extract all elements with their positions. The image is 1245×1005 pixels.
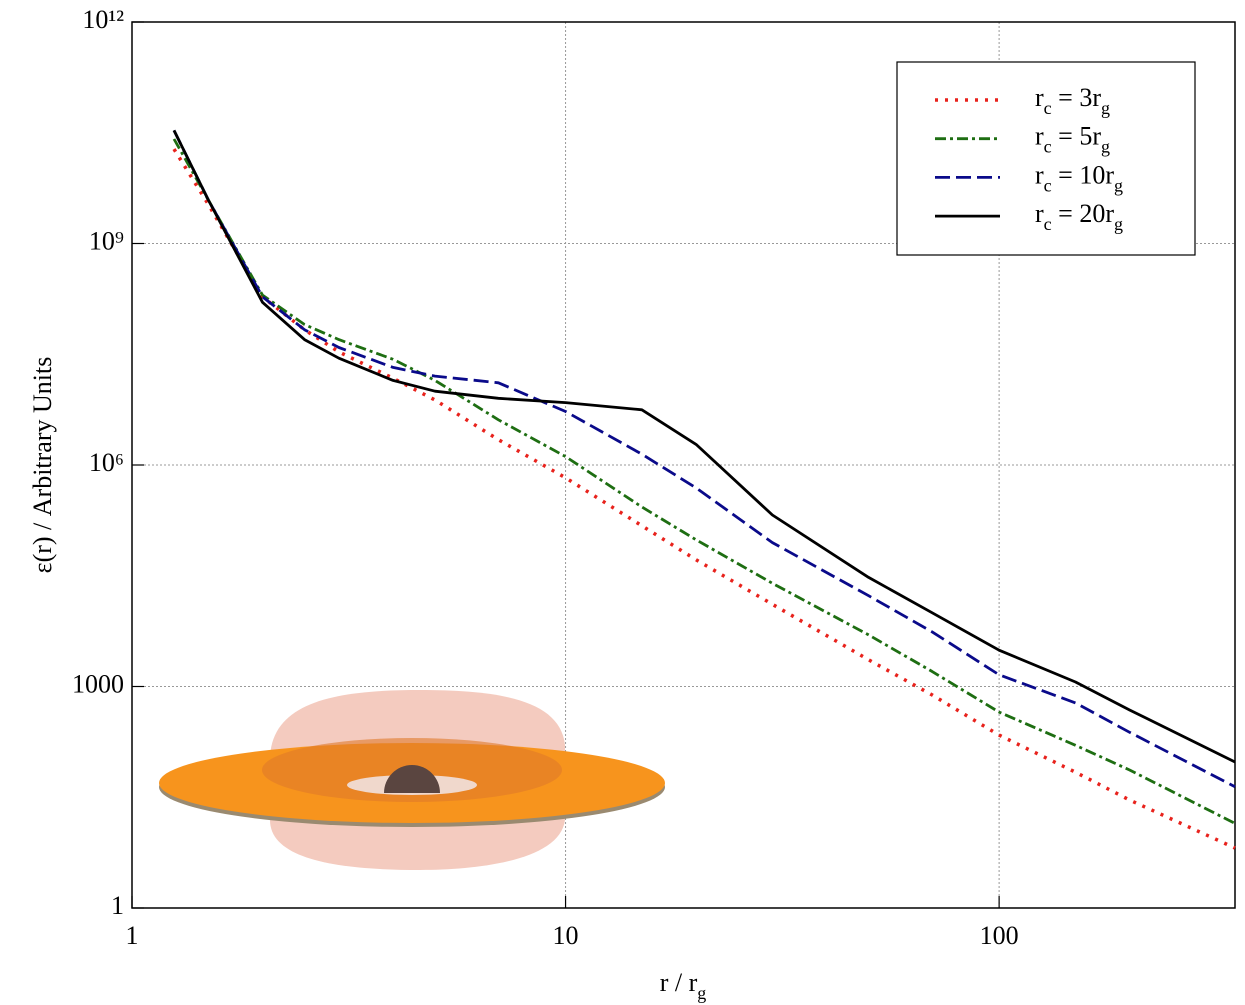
series-line: [172, 129, 1236, 788]
y-tick-label: 10¹²: [82, 5, 124, 34]
y-tick-label: 1: [111, 891, 124, 920]
legend: [896, 61, 1196, 256]
x-tick-label: 10: [553, 921, 579, 950]
x-axis-label: r / rg: [660, 968, 707, 1003]
y-tick-label: 1000: [72, 669, 124, 698]
illustration: [159, 690, 665, 870]
series-line: [172, 138, 1236, 825]
legend-label: rc = 3rg: [1035, 83, 1110, 118]
y-tick-label: 10⁶: [89, 448, 124, 477]
legend-label: rc = 20rg: [1035, 199, 1123, 234]
legend-label: rc = 5rg: [1035, 122, 1110, 157]
x-tick-label: 1: [126, 921, 139, 950]
y-axis-label: ε(r) / Arbitrary Units: [28, 357, 57, 574]
x-tick-label: 100: [980, 921, 1019, 950]
series-line: [172, 129, 1236, 764]
legend-label: rc = 10rg: [1035, 160, 1123, 195]
series-line: [172, 148, 1236, 850]
y-tick-label: 10⁹: [89, 226, 124, 255]
